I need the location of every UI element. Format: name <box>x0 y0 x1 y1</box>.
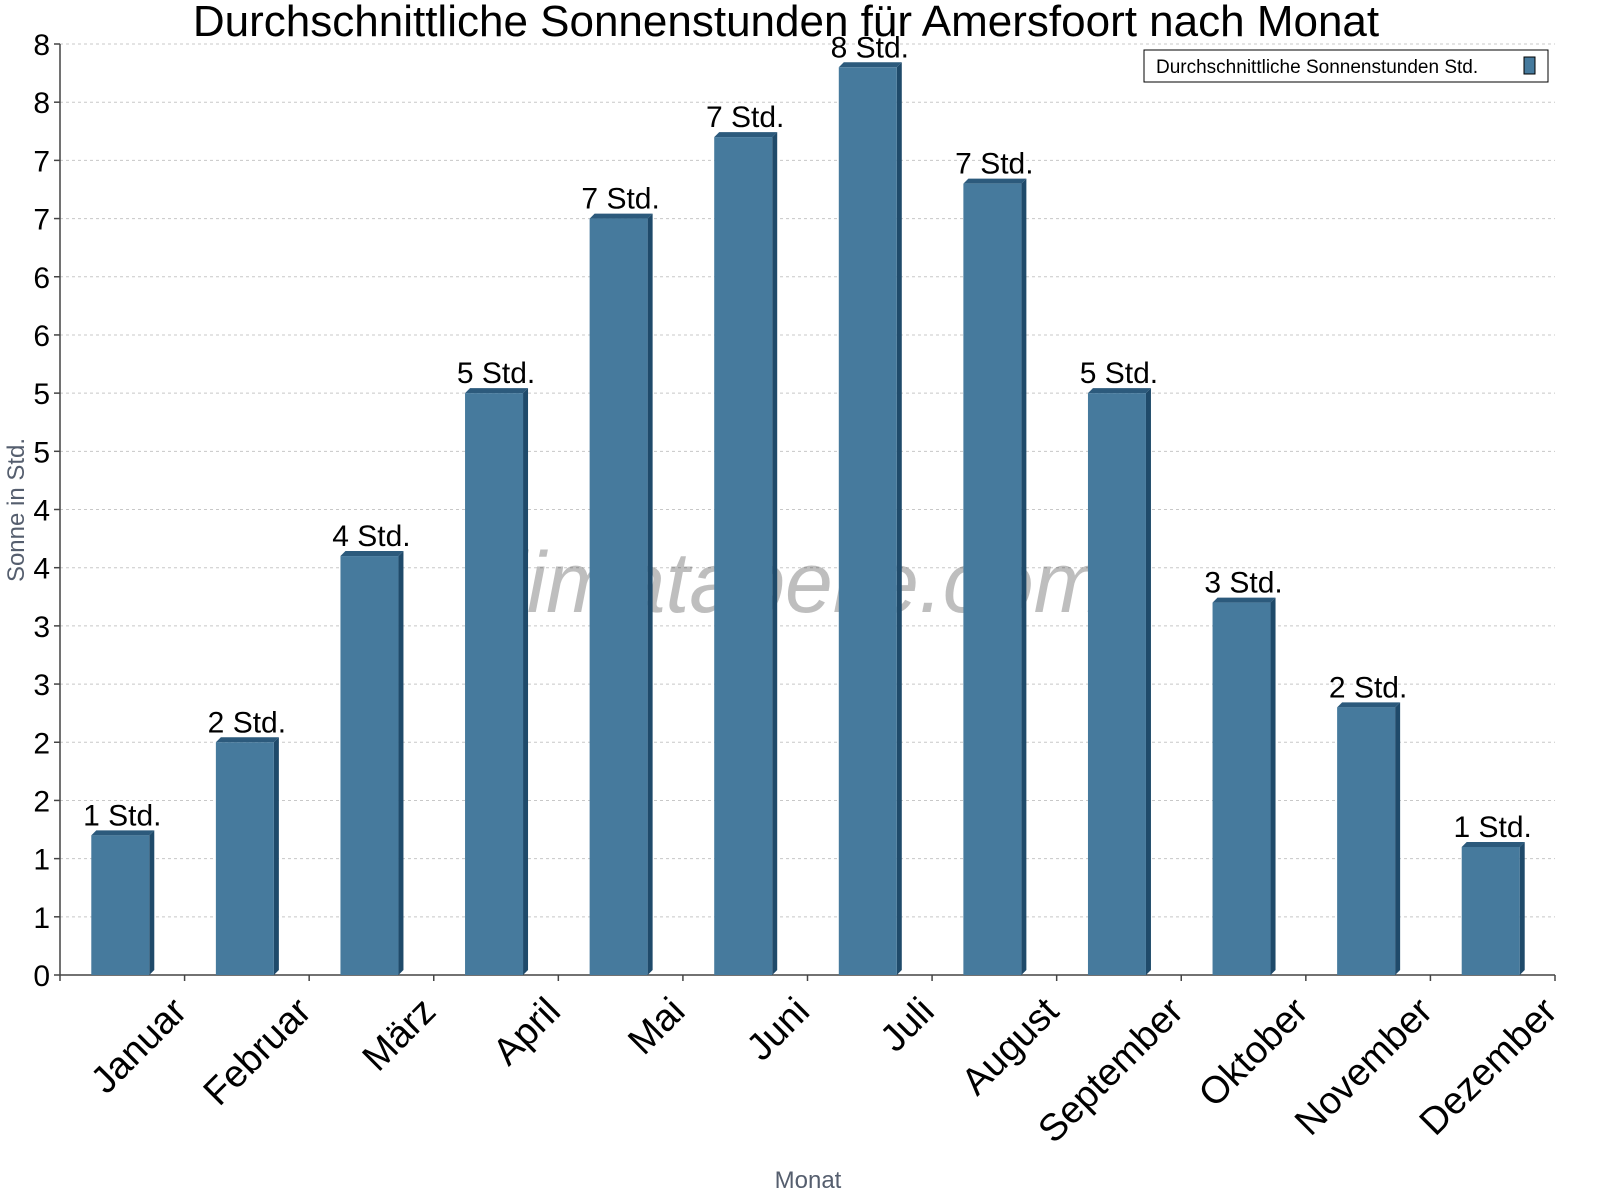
bar-top <box>963 178 1027 184</box>
x-tick-label: April <box>485 990 568 1073</box>
y-tick-label: 3 <box>33 669 50 702</box>
x-tick-label: Februar <box>196 990 320 1114</box>
data-label: 7 Std. <box>581 183 659 216</box>
bar-side <box>1145 388 1151 975</box>
y-tick-label: 7 <box>33 204 50 237</box>
y-tick-label: 5 <box>33 436 50 469</box>
y-axis-title: Sonne in Std. <box>3 438 30 582</box>
data-label: 7 Std. <box>706 101 784 134</box>
bar-side <box>1270 597 1276 975</box>
data-label: 7 Std. <box>955 148 1033 181</box>
bar <box>838 67 897 975</box>
y-tick-label: 7 <box>33 145 50 178</box>
bar <box>1461 846 1520 975</box>
bar-top <box>1212 597 1276 603</box>
bar <box>589 218 648 975</box>
y-tick-label: 4 <box>33 495 50 528</box>
bar-top <box>340 551 404 557</box>
bar-top <box>1337 702 1401 708</box>
bar-side <box>149 830 155 975</box>
y-tick-label: 2 <box>33 727 50 760</box>
x-tick-label: August <box>954 990 1068 1104</box>
bar <box>215 742 274 975</box>
x-tick-label: Juni <box>739 990 818 1069</box>
y-tick-label: 8 <box>33 87 50 120</box>
x-axis-title: Monat <box>775 1167 842 1194</box>
bar <box>1212 602 1271 975</box>
bar-side <box>1021 178 1027 975</box>
x-tick-label: Januar <box>83 990 195 1102</box>
y-tick-label: 4 <box>33 553 50 586</box>
y-tick-label: 1 <box>33 902 50 935</box>
data-label: 5 Std. <box>457 357 535 390</box>
x-tick-label: Dezember <box>1412 990 1566 1144</box>
bar-top <box>215 737 279 743</box>
data-label: 1 Std. <box>1454 811 1532 844</box>
data-label: 2 Std. <box>1329 671 1407 704</box>
bar-side <box>647 213 653 975</box>
y-tick-label: 6 <box>33 262 50 295</box>
bar <box>1087 393 1146 975</box>
data-label: 8 Std. <box>831 31 909 64</box>
bar-top <box>714 132 778 138</box>
bar <box>963 183 1022 975</box>
chart-title: Durchschnittliche Sonnenstunden für Amer… <box>193 0 1379 46</box>
bar-top <box>1087 388 1151 394</box>
bar-side <box>523 388 529 975</box>
bar-side <box>273 737 279 975</box>
legend-swatch <box>1523 56 1536 75</box>
y-tick-label: 8 <box>33 29 50 62</box>
bar-top <box>91 830 155 836</box>
data-label: 3 Std. <box>1204 567 1282 600</box>
bar-side <box>1395 702 1401 975</box>
bar-top <box>838 62 902 68</box>
data-label: 2 Std. <box>208 706 286 739</box>
bar-side <box>772 132 778 976</box>
bar-top <box>465 388 529 394</box>
bar <box>465 393 524 975</box>
y-tick-label: 2 <box>33 785 50 818</box>
y-tick-label: 6 <box>33 320 50 353</box>
data-label: 5 Std. <box>1080 357 1158 390</box>
bar-top <box>589 213 653 219</box>
x-tick-label: Juli <box>873 990 943 1060</box>
y-tick-label: 3 <box>33 611 50 644</box>
data-label: 4 Std. <box>332 520 410 553</box>
x-tick-label: Mai <box>620 990 693 1063</box>
bar-side <box>398 551 404 975</box>
y-tick-label: 1 <box>33 844 50 877</box>
y-tick-label: 5 <box>33 378 50 411</box>
bar <box>1337 707 1396 975</box>
bar-side <box>896 62 902 975</box>
legend-label: Durchschnittliche Sonnenstunden Std. <box>1156 57 1478 78</box>
y-tick-label: 0 <box>33 960 50 993</box>
bar <box>714 137 773 976</box>
legend-box <box>1143 49 1549 83</box>
data-label: 1 Std. <box>83 799 161 832</box>
bar <box>91 835 150 975</box>
bar-top <box>1461 841 1525 847</box>
x-tick-label: Oktober <box>1191 990 1317 1116</box>
x-tick-label: März <box>355 990 444 1079</box>
bar-side <box>1519 841 1525 975</box>
bar <box>340 556 399 975</box>
